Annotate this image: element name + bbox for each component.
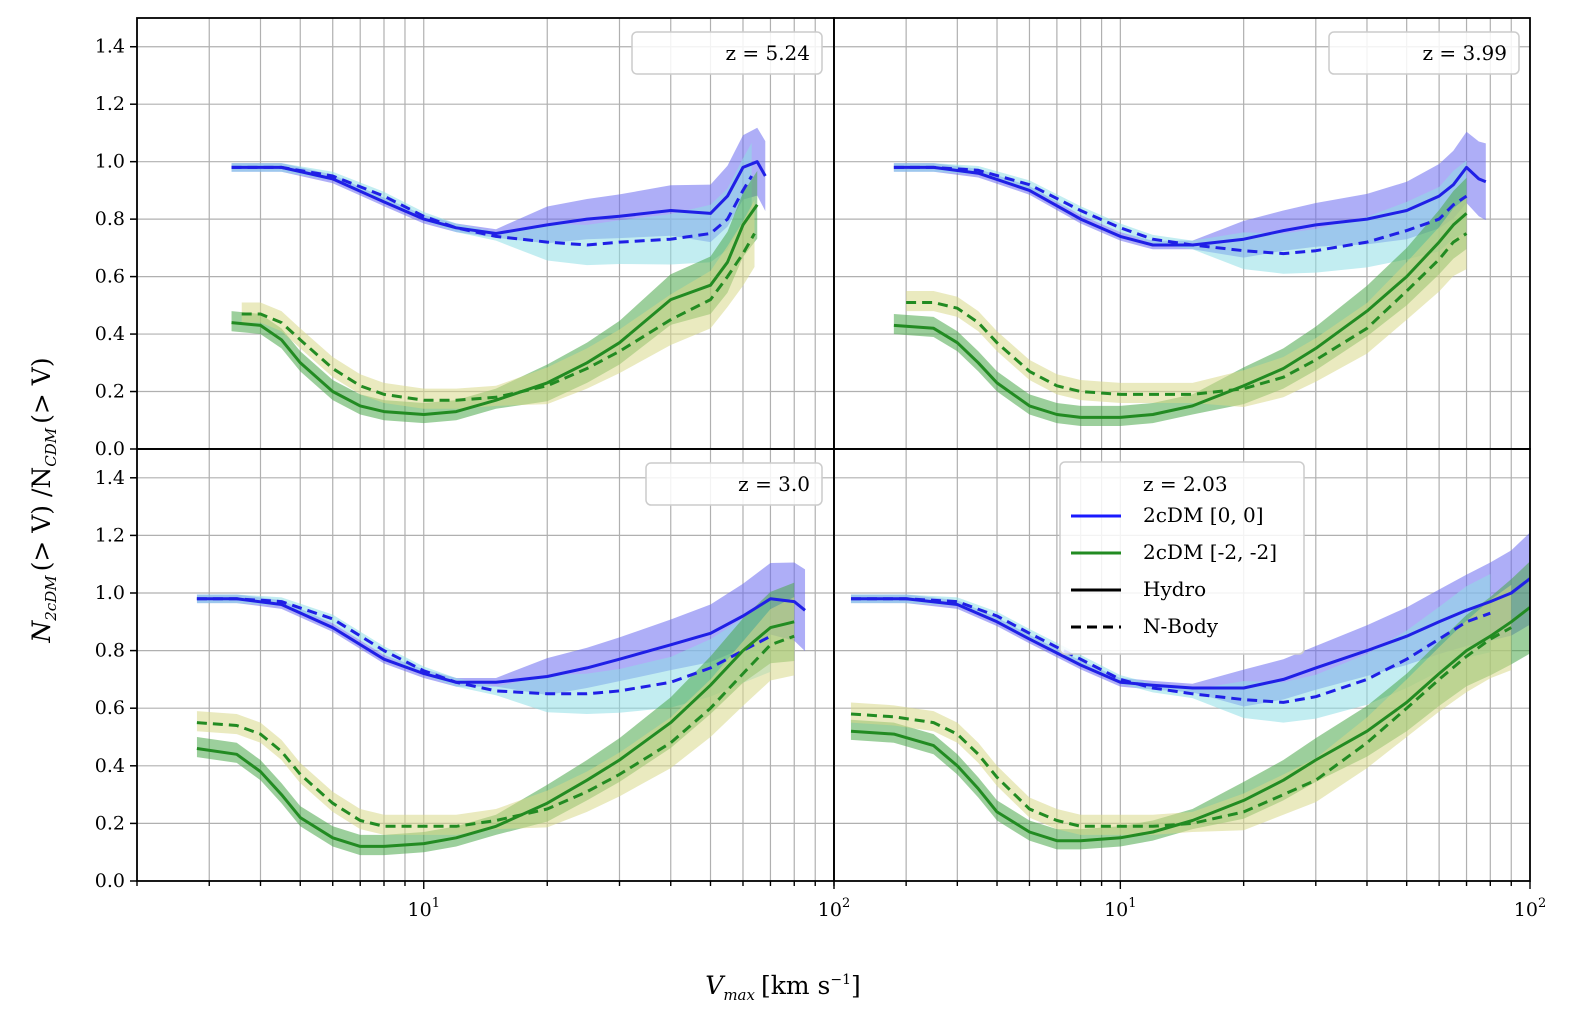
series-2cdm-0-0-n-body <box>196 597 772 696</box>
series-2cdm-0-0-hydro <box>196 597 806 684</box>
band-2cdm-0-0-n-body <box>850 573 1491 723</box>
x-tick-label: 102 <box>1514 896 1546 921</box>
svg-text:N2cDM(> V) /NCDM(> V): N2cDM(> V) /NCDM(> V) <box>27 357 60 643</box>
panel-z-label: z = 5.24 <box>725 41 810 65</box>
series-2cdm-0-0-hydro <box>851 577 1530 690</box>
series-2cdm-0-0-n-body <box>231 165 753 247</box>
data-layer <box>231 127 767 424</box>
y-tick-label: 1.0 <box>95 151 125 173</box>
panel-legend-box <box>631 31 823 75</box>
y-tick-label: 0.8 <box>95 208 125 230</box>
x-tick-label: 101 <box>408 896 440 921</box>
y-tick-label: 0.6 <box>95 697 125 719</box>
y-tick-label: 0.6 <box>95 266 125 288</box>
band-2cdm-2-2-n-body <box>196 597 795 835</box>
panels-layer: 0.0 0.2 0.4 0.6 0.8 1.0 1.2 1.4 z = 5.24 z = 3.99… <box>95 17 1546 921</box>
band-2cdm-2-2-hydro <box>231 170 758 424</box>
y-tick-label: 0.4 <box>95 755 125 777</box>
y-tick-label: 0.4 <box>95 323 125 345</box>
x-tick-label: 101 <box>1104 896 1136 921</box>
band-2cdm-0-0-n-body <box>231 142 752 266</box>
y-tick-label: 1.2 <box>95 93 125 115</box>
series-2cdm-2-2-n-body <box>850 626 1513 828</box>
series-2cdm-2-2-hydro <box>231 203 759 416</box>
y-tick-label: 0.0 <box>95 870 125 892</box>
panel-top-right: z = 3.99 <box>833 17 1531 450</box>
legend-entry-label: N-Body <box>1143 614 1219 638</box>
main-legend: z = 2.03 2cDM [0, 0] 2cDM [-2, -2] Hydro N-B… <box>1059 461 1305 655</box>
y-tick-label: 0.2 <box>95 381 125 403</box>
series-2cdm-0-0-n-body <box>893 165 1468 256</box>
legend-entry-label: Hydro <box>1143 577 1206 601</box>
y-tick-label: 1.2 <box>95 524 125 546</box>
data-layer <box>850 532 1530 850</box>
panel-z-label: z = 3.0 <box>738 472 810 496</box>
series-2cdm-0-0-n-body <box>851 597 1491 704</box>
y-axis-label: N2cDM(> V) /NCDM(> V) <box>27 357 60 643</box>
y-tick-label: 1.0 <box>95 582 125 604</box>
panel-legend-box <box>1328 31 1520 75</box>
series-2cdm-0-0-hydro <box>893 165 1487 247</box>
legend-entry-label: 2cDM [-2, -2] <box>1143 540 1277 564</box>
legend-title: z = 2.03 <box>1143 472 1228 496</box>
series-2cdm-2-2-hydro <box>196 620 795 848</box>
x-tick-label: 102 <box>818 896 850 921</box>
y-tick-label: 0.2 <box>95 812 125 834</box>
panel-legend-box <box>645 462 823 506</box>
y-tick-label: 0.8 <box>95 640 125 662</box>
series-2cdm-2-2-hydro <box>893 212 1468 419</box>
series-2cdm-2-2-n-body <box>241 232 756 402</box>
y-tick-label: 1.4 <box>95 467 125 489</box>
panel-top-left: 0.0 0.2 0.4 0.6 0.8 1.0 1.2 1.4 z = 5.24 <box>95 17 835 460</box>
y-tick-label: 0.0 <box>95 438 125 460</box>
x-axis-label: Vmax [km s−1] <box>705 971 861 1004</box>
panel-frame <box>833 448 1531 882</box>
data-layer <box>196 562 806 856</box>
band-2cdm-2-2-n-body <box>850 584 1512 835</box>
series-2cdm-2-2-n-body <box>906 232 1468 396</box>
series-2cdm-2-2-n-body <box>196 634 795 828</box>
data-layer <box>893 131 1487 427</box>
band-2cdm-2-2-n-body <box>241 199 755 409</box>
legend-entry-label: 2cDM [0, 0] <box>1143 503 1264 527</box>
panel-z-label: z = 3.99 <box>1422 41 1507 65</box>
y-tick-label: 1.4 <box>95 36 125 58</box>
main-legend-box <box>1059 461 1305 655</box>
panel-bottom-left: 0.0 0.2 0.4 0.6 0.8 1.0 1.2 1.4 101 102 z = 3.0 <box>95 448 850 921</box>
series-2cdm-0-0-hydro <box>231 160 767 235</box>
